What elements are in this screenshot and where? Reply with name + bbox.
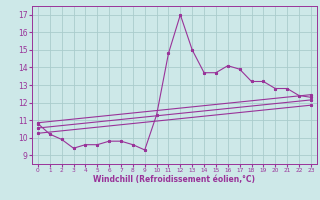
X-axis label: Windchill (Refroidissement éolien,°C): Windchill (Refroidissement éolien,°C)	[93, 175, 255, 184]
